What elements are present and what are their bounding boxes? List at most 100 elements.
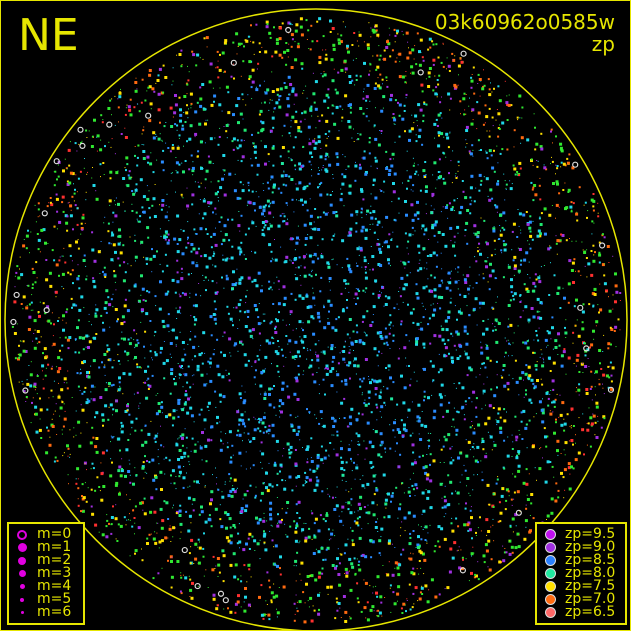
- star-marker: [336, 601, 339, 604]
- star-marker: [117, 318, 119, 321]
- star-marker: [263, 530, 265, 533]
- star-marker: [448, 202, 451, 205]
- star-marker: [305, 85, 307, 87]
- star-marker: [405, 213, 408, 217]
- star-marker: [501, 226, 504, 229]
- star-marker: [254, 156, 257, 159]
- star-marker: [472, 119, 474, 121]
- star-marker: [501, 148, 504, 151]
- star-marker: [499, 225, 501, 226]
- star-marker: [410, 378, 412, 380]
- star-marker: [208, 514, 211, 517]
- star-marker: [234, 342, 238, 346]
- star-marker: [284, 480, 286, 482]
- star-marker: [508, 355, 509, 357]
- star-marker: [478, 301, 482, 305]
- star-marker: [413, 58, 415, 60]
- star-marker: [56, 370, 60, 374]
- star-marker: [528, 374, 532, 378]
- star-marker: [501, 121, 505, 125]
- star-marker: [110, 441, 111, 443]
- star-marker: [172, 67, 174, 69]
- star-marker: [133, 339, 135, 341]
- star-marker: [507, 388, 510, 391]
- star-marker: [178, 377, 180, 379]
- star-marker: [458, 280, 460, 281]
- star-marker: [263, 543, 265, 545]
- star-marker: [194, 233, 196, 235]
- star-marker: [490, 388, 493, 391]
- star-marker: [543, 427, 546, 430]
- star-marker: [87, 487, 89, 489]
- star-marker: [393, 28, 396, 31]
- star-marker: [345, 574, 349, 578]
- star-marker: [230, 456, 233, 459]
- star-marker: [431, 195, 434, 198]
- star-marker: [572, 443, 574, 446]
- star-marker: [382, 246, 383, 248]
- star-marker: [84, 336, 86, 338]
- star-marker: [422, 249, 424, 251]
- star-marker: [476, 235, 480, 239]
- star-marker: [295, 23, 299, 27]
- star-marker: [356, 247, 360, 251]
- star-marker: [337, 362, 340, 365]
- star-marker: [195, 64, 198, 67]
- star-marker: [503, 467, 506, 470]
- star-marker: [225, 277, 229, 281]
- star-marker: [562, 189, 565, 191]
- star-marker: [353, 350, 354, 351]
- star-marker: [560, 161, 563, 164]
- star-marker: [576, 211, 578, 213]
- star-marker: [251, 250, 252, 252]
- star-marker: [155, 488, 158, 491]
- star-marker: [321, 238, 324, 241]
- star-marker: [346, 425, 349, 428]
- star-marker: [449, 97, 452, 100]
- star-marker: [264, 548, 268, 552]
- star-marker: [565, 206, 569, 210]
- star-marker: [36, 342, 38, 344]
- star-marker: [335, 565, 338, 568]
- star-marker: [313, 146, 317, 150]
- star-marker: [253, 150, 257, 154]
- star-marker: [207, 201, 211, 205]
- star-marker: [239, 181, 242, 184]
- star-marker: [358, 560, 361, 563]
- star-marker: [461, 405, 465, 409]
- star-marker: [447, 503, 451, 507]
- star-marker: [441, 497, 443, 499]
- star-marker: [452, 418, 455, 421]
- star-marker: [355, 74, 358, 77]
- star-marker: [446, 68, 447, 70]
- star-marker: [455, 428, 459, 432]
- star-marker: [259, 418, 263, 422]
- star-marker: [524, 341, 528, 345]
- star-marker: [170, 586, 173, 589]
- star-marker: [356, 297, 359, 300]
- star-marker: [377, 239, 379, 241]
- star-marker: [455, 517, 458, 520]
- star-marker: [525, 287, 529, 291]
- star-marker: [298, 600, 302, 604]
- star-marker: [159, 507, 163, 511]
- star-marker: [482, 554, 486, 558]
- star-marker: [58, 317, 60, 319]
- star-marker: [343, 552, 346, 555]
- star-marker: [195, 251, 199, 255]
- star-marker: [205, 460, 208, 463]
- star-marker: [587, 210, 589, 212]
- star-marker: [134, 154, 136, 157]
- star-marker: [81, 509, 85, 513]
- star-marker: [217, 563, 221, 567]
- star-marker: [360, 554, 363, 557]
- star-marker: [233, 490, 237, 494]
- star-marker: [78, 308, 82, 312]
- star-marker: [231, 488, 235, 491]
- star-marker: [262, 534, 266, 538]
- star-marker: [550, 163, 551, 165]
- star-marker: [51, 425, 55, 428]
- star-marker: [433, 409, 437, 413]
- star-marker: [44, 241, 47, 245]
- star-marker: [286, 442, 290, 446]
